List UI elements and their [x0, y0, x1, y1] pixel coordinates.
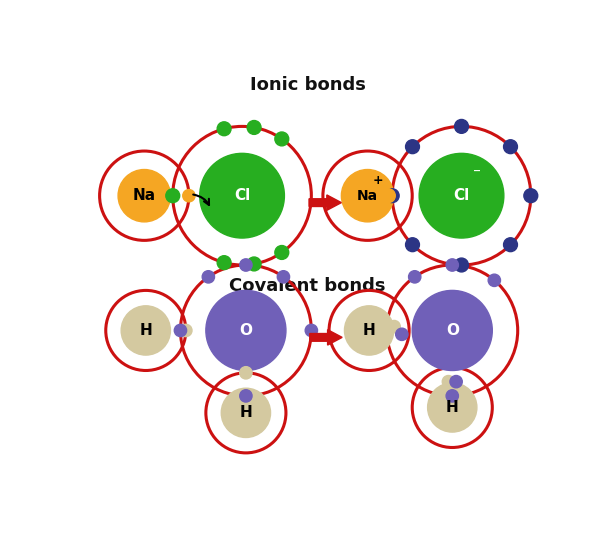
Circle shape — [388, 320, 400, 333]
Circle shape — [442, 375, 455, 388]
Circle shape — [206, 291, 286, 370]
Circle shape — [450, 375, 462, 388]
Circle shape — [240, 390, 252, 402]
Text: H: H — [139, 323, 152, 338]
Circle shape — [503, 140, 517, 153]
Circle shape — [406, 238, 419, 252]
Circle shape — [446, 259, 458, 271]
Circle shape — [305, 325, 317, 336]
Circle shape — [183, 190, 195, 202]
Circle shape — [121, 306, 170, 355]
Circle shape — [221, 388, 271, 437]
Circle shape — [419, 153, 504, 238]
Text: O: O — [446, 323, 459, 338]
Circle shape — [275, 246, 289, 259]
FancyArrow shape — [310, 330, 342, 345]
Text: H: H — [239, 406, 252, 420]
Circle shape — [247, 257, 261, 271]
Text: Cl: Cl — [454, 188, 470, 203]
Circle shape — [455, 258, 469, 272]
Circle shape — [217, 122, 231, 136]
Circle shape — [200, 153, 284, 238]
Circle shape — [275, 132, 289, 146]
Circle shape — [277, 271, 290, 283]
Circle shape — [247, 120, 261, 134]
Circle shape — [455, 119, 469, 133]
Circle shape — [240, 367, 252, 379]
Circle shape — [406, 140, 419, 153]
Text: H: H — [363, 323, 376, 338]
Circle shape — [503, 238, 517, 252]
Circle shape — [118, 170, 170, 222]
Text: Ionic bonds: Ionic bonds — [250, 76, 365, 94]
Circle shape — [428, 383, 477, 432]
Text: Cl: Cl — [234, 188, 250, 203]
Circle shape — [341, 170, 394, 222]
Circle shape — [446, 390, 458, 402]
Text: Covalent bonds: Covalent bonds — [229, 276, 386, 294]
Circle shape — [179, 325, 192, 336]
Circle shape — [166, 189, 179, 202]
Circle shape — [382, 189, 395, 202]
Circle shape — [174, 325, 187, 336]
Circle shape — [202, 271, 215, 283]
Circle shape — [395, 328, 408, 340]
Text: H: H — [446, 400, 458, 415]
Circle shape — [240, 259, 252, 271]
Circle shape — [344, 306, 394, 355]
Text: +: + — [373, 174, 383, 187]
Circle shape — [217, 256, 231, 269]
Text: Na: Na — [133, 188, 156, 203]
Circle shape — [385, 189, 399, 202]
Circle shape — [412, 291, 493, 370]
Circle shape — [524, 189, 538, 202]
FancyArrow shape — [309, 195, 341, 211]
Circle shape — [488, 274, 500, 287]
Text: O: O — [239, 323, 253, 338]
Circle shape — [409, 271, 421, 283]
Text: ⁻: ⁻ — [473, 167, 481, 181]
Text: Na: Na — [357, 188, 378, 202]
